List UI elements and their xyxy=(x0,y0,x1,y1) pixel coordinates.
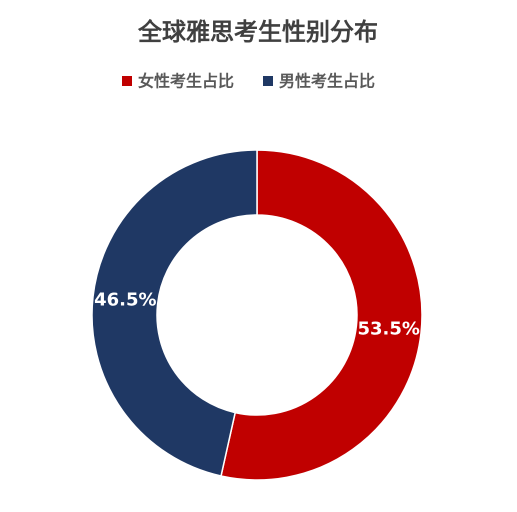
legend-swatch xyxy=(122,76,132,86)
donut-segment xyxy=(91,149,258,477)
value-label: 53.5% xyxy=(357,319,419,340)
legend-label: 男性考生占比 xyxy=(279,72,375,91)
chart-title: 全球雅思考生性别分布 xyxy=(137,18,378,46)
donut-segment xyxy=(220,149,423,481)
legend-swatch xyxy=(263,76,273,86)
value-label: 46.5% xyxy=(94,289,156,310)
legend-label: 女性考生占比 xyxy=(138,72,234,91)
